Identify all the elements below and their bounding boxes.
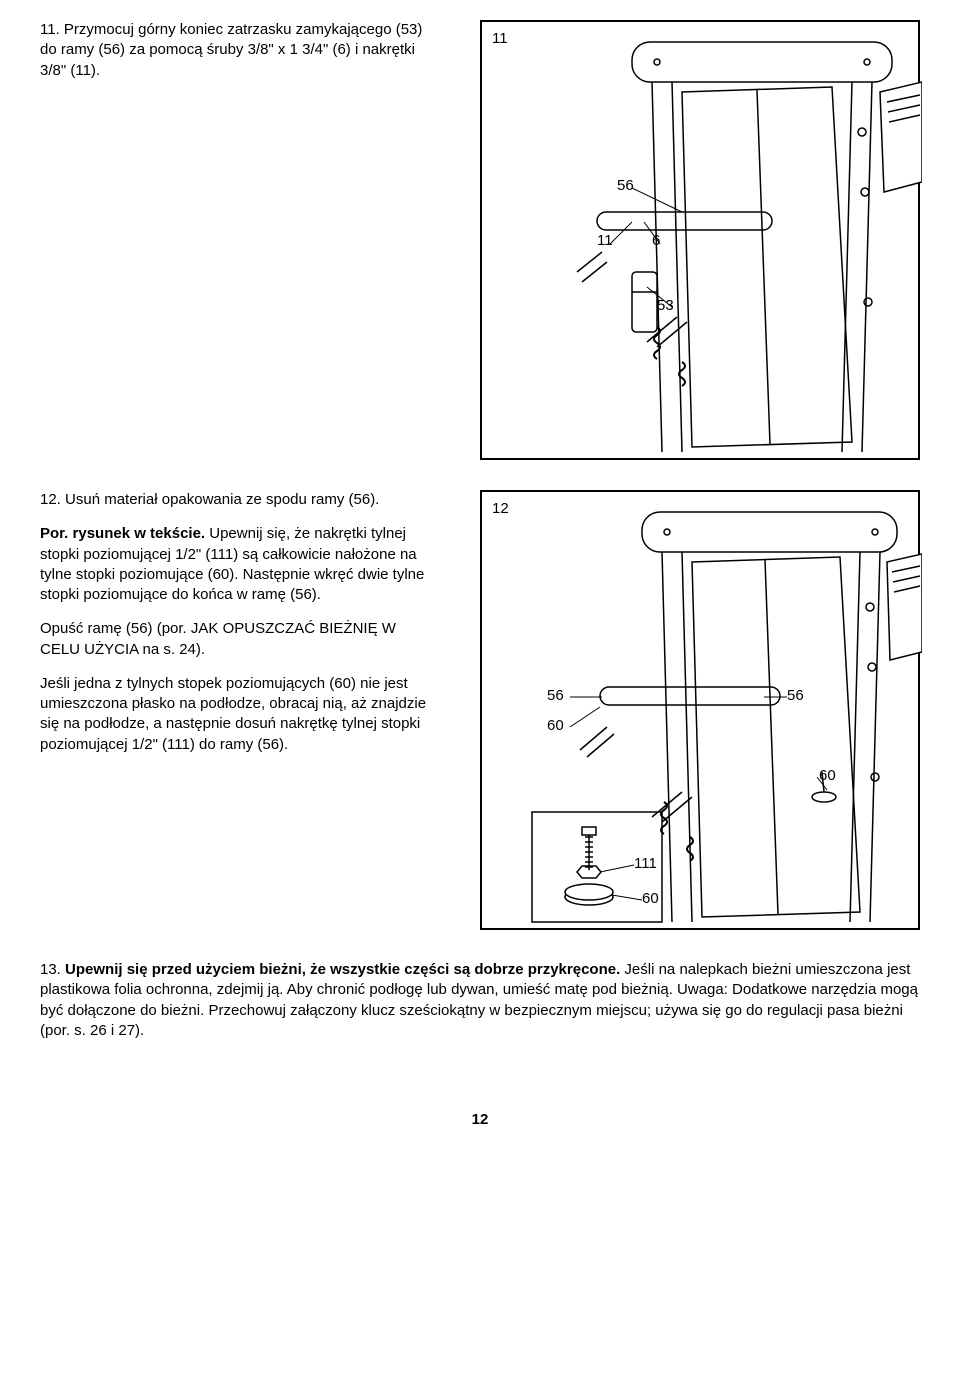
step-12-para2: Por. rysunek w tekście. Upewnij się, że … (40, 524, 440, 605)
diagram-11-box-label: 11 (492, 30, 508, 47)
page-number: 12 (40, 1111, 920, 1128)
step-13-paragraph: 13. Upewnij się przed użyciem bieżni, że… (40, 960, 920, 1041)
step-11-paragraph: 11. Przymocuj górny koniec zatrzasku zam… (40, 20, 440, 81)
step-12-p1-body: Usuń materiał opakowania ze spodu ramy (… (65, 491, 379, 508)
step-13-bold: Upewnij się przed użyciem bieżni, że wsz… (65, 961, 620, 978)
callout-11: 11 (597, 232, 613, 249)
step-12-row: 12. Usuń materiał opakowania ze spodu ra… (40, 490, 920, 930)
step-12-para1: 12. Usuń materiał opakowania ze spodu ra… (40, 490, 440, 510)
step-12-para3: Opuść ramę (56) (por. JAK OPUSZCZAĆ BIEŻ… (40, 619, 440, 660)
diagram-12-svg (482, 492, 922, 932)
step-12-diagram-wrap: 12 (460, 490, 920, 930)
step-12-number: 12. (40, 491, 61, 508)
callout-56-left: 56 (547, 687, 564, 704)
callout-111: 111 (634, 855, 657, 872)
step-11-row: 11. Przymocuj górny koniec zatrzasku zam… (40, 20, 920, 460)
step-11-number: 11. (40, 21, 60, 38)
step-13-number: 13. (40, 961, 61, 978)
callout-56-right: 56 (787, 687, 804, 704)
callout-53: 53 (657, 297, 674, 314)
step-12-diagram: 12 (480, 490, 920, 930)
step-13-text: 13. Upewnij się przed użyciem bieżni, że… (40, 960, 920, 1041)
callout-60-right: 60 (819, 767, 836, 784)
callout-60-inset: 60 (642, 890, 659, 907)
step-12-p2-bold: Por. rysunek w tekście. (40, 525, 205, 542)
diagram-12-box-label: 12 (492, 500, 509, 517)
step-11-diagram: 11 (480, 20, 920, 460)
step-12-text: 12. Usuń materiał opakowania ze spodu ra… (40, 490, 440, 930)
step-11-body: Przymocuj górny koniec zatrzasku zamykaj… (40, 21, 422, 79)
step-12-para4: Jeśli jedna z tylnych stopek poziomujący… (40, 674, 440, 755)
callout-6: 6 (652, 232, 660, 249)
step-11-text: 11. Przymocuj górny koniec zatrzasku zam… (40, 20, 440, 460)
step-11-diagram-wrap: 11 (460, 20, 920, 460)
callout-56: 56 (617, 177, 634, 194)
diagram-11-svg (482, 22, 922, 462)
callout-60-left: 60 (547, 717, 564, 734)
